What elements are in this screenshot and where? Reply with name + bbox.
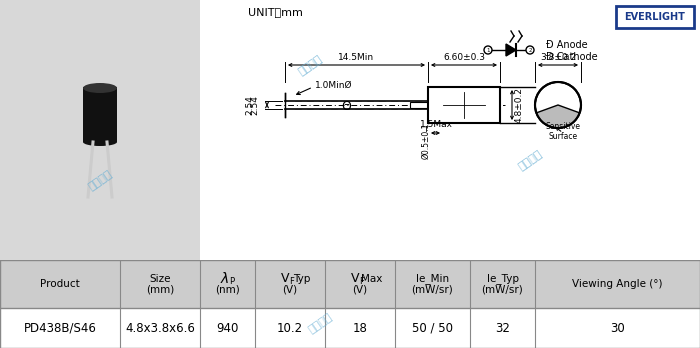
Bar bbox=[0, 308, 700, 348]
Text: 1.5Max: 1.5Max bbox=[419, 120, 452, 129]
Text: UNIT：mm: UNIT：mm bbox=[248, 7, 303, 17]
Polygon shape bbox=[506, 44, 516, 56]
Text: V: V bbox=[351, 272, 359, 285]
Text: 4.8±0.2: 4.8±0.2 bbox=[515, 87, 524, 123]
Bar bbox=[0, 260, 700, 308]
Circle shape bbox=[526, 46, 534, 54]
Text: Sensitive
Surface: Sensitive Surface bbox=[545, 121, 580, 141]
Bar bbox=[83, 87, 117, 142]
Text: Θ: Θ bbox=[342, 100, 351, 112]
Bar bbox=[428, 87, 500, 123]
Text: 超毅电子: 超毅电子 bbox=[307, 311, 334, 335]
Text: Ð Anode: Ð Anode bbox=[546, 40, 587, 50]
Text: Size: Size bbox=[149, 274, 171, 284]
Text: Max: Max bbox=[361, 274, 383, 284]
Text: 超毅电子: 超毅电子 bbox=[86, 168, 113, 192]
Text: 超毅电子: 超毅电子 bbox=[517, 148, 544, 172]
Text: (mW/sr): (mW/sr) bbox=[412, 284, 454, 294]
Text: F: F bbox=[290, 277, 295, 286]
Text: Ie_Typ: Ie_Typ bbox=[486, 274, 519, 284]
Text: EVERLIGHT: EVERLIGHT bbox=[624, 12, 685, 22]
Text: 940: 940 bbox=[216, 322, 239, 334]
Text: Ø0.5±0.1: Ø0.5±0.1 bbox=[421, 123, 430, 159]
Text: 超毅电子: 超毅电子 bbox=[296, 53, 323, 77]
Text: 2.54: 2.54 bbox=[245, 95, 254, 115]
Text: 30: 30 bbox=[610, 322, 625, 334]
Circle shape bbox=[535, 82, 581, 128]
Text: (mm): (mm) bbox=[146, 284, 174, 294]
Text: (nm): (nm) bbox=[215, 284, 240, 294]
Ellipse shape bbox=[83, 138, 117, 146]
FancyBboxPatch shape bbox=[616, 6, 694, 28]
Text: 2: 2 bbox=[528, 47, 532, 53]
Text: 2.54: 2.54 bbox=[251, 95, 260, 115]
Text: 6.60±0.3: 6.60±0.3 bbox=[443, 53, 485, 62]
Text: λ: λ bbox=[220, 272, 229, 286]
Text: 3.8±0.2: 3.8±0.2 bbox=[540, 53, 576, 62]
Text: 4.8x3.8x6.6: 4.8x3.8x6.6 bbox=[125, 322, 195, 334]
Text: 10.2: 10.2 bbox=[277, 322, 303, 334]
Text: Ie_Min: Ie_Min bbox=[416, 274, 449, 284]
Bar bbox=[200, 0, 700, 260]
Wedge shape bbox=[536, 105, 580, 128]
Text: 1.0MinØ: 1.0MinØ bbox=[315, 80, 353, 89]
Text: 14.5Min: 14.5Min bbox=[338, 53, 374, 62]
Text: 1: 1 bbox=[486, 47, 490, 53]
Text: PD438B/S46: PD438B/S46 bbox=[24, 322, 97, 334]
Text: P: P bbox=[229, 277, 234, 286]
Text: 32: 32 bbox=[495, 322, 510, 334]
Text: Viewing Angle (°): Viewing Angle (°) bbox=[573, 279, 663, 289]
Text: (mW/sr): (mW/sr) bbox=[482, 284, 524, 294]
Text: F: F bbox=[360, 277, 365, 286]
Circle shape bbox=[484, 46, 492, 54]
Bar bbox=[0, 0, 200, 260]
Text: V: V bbox=[281, 272, 289, 285]
Text: (V): (V) bbox=[352, 284, 368, 294]
Text: (V): (V) bbox=[282, 284, 298, 294]
Text: Typ: Typ bbox=[293, 274, 311, 284]
Text: Product: Product bbox=[40, 279, 80, 289]
Bar bbox=[410, 102, 428, 108]
Text: 18: 18 bbox=[353, 322, 368, 334]
Ellipse shape bbox=[83, 83, 117, 93]
Text: 50 / 50: 50 / 50 bbox=[412, 322, 453, 334]
Text: Ð Cathode: Ð Cathode bbox=[546, 52, 598, 62]
